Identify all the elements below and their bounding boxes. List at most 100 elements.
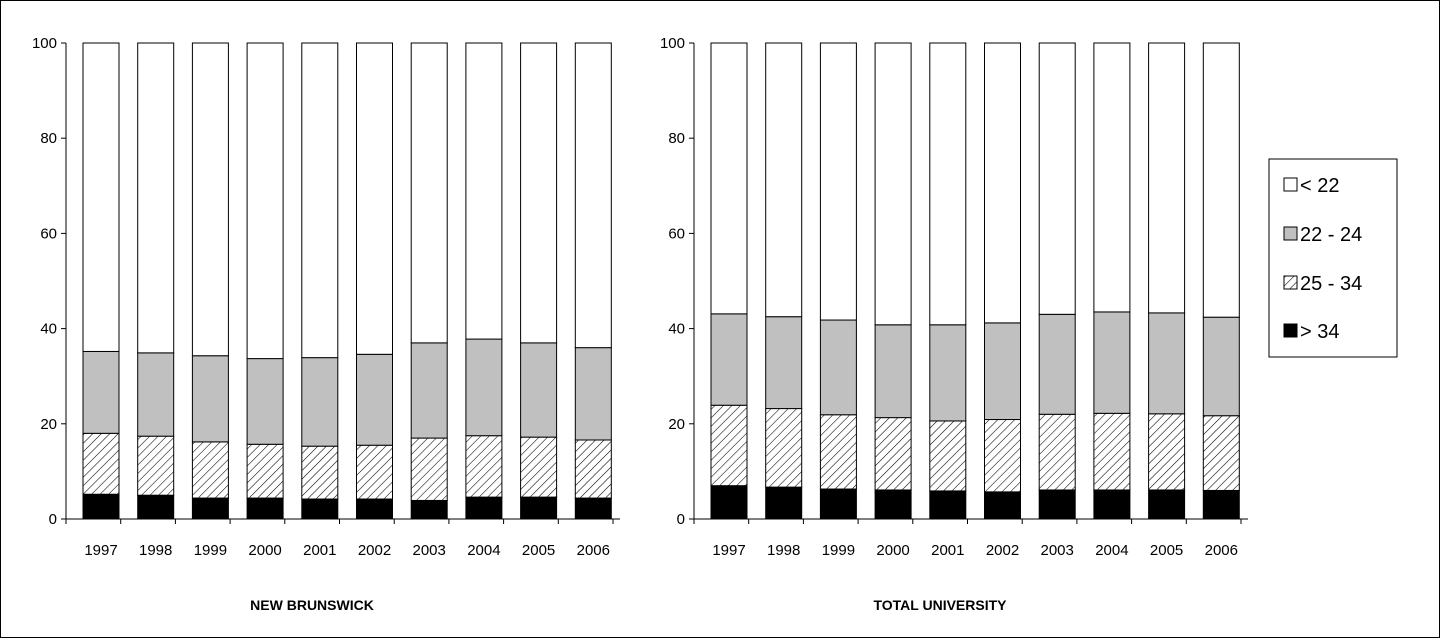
x-tick-label: 2003 (413, 542, 446, 559)
bar-segment (929, 490, 967, 520)
bar-segment (874, 324, 912, 419)
y-tick-label: 100 (32, 35, 57, 52)
y-tick-label: 100 (660, 35, 685, 52)
x-tick-label: 1997 (84, 542, 117, 559)
bar-segment (819, 414, 857, 490)
bar-segment (710, 404, 748, 487)
legend-label-25to34: 25 - 34 (1300, 273, 1362, 295)
bar-segment (765, 408, 803, 488)
x-tick-label: 2001 (931, 542, 964, 559)
bar-segment (137, 352, 175, 437)
bar-segment (356, 42, 393, 355)
bar-segment (984, 42, 1021, 324)
bar-segment (137, 42, 175, 354)
bar-segment (1148, 413, 1186, 491)
x-tick-label: 2002 (358, 542, 391, 559)
bar-segment (1202, 316, 1240, 417)
bar-segment (1148, 312, 1186, 415)
legend-label-gt34: > 34 (1300, 321, 1339, 343)
bar-segment (191, 497, 229, 520)
y-tick-label: 80 (40, 130, 57, 147)
y-tick-label: 80 (668, 130, 685, 147)
bar-segment (137, 494, 175, 520)
bar-segment (520, 342, 558, 438)
legend-swatch-lt22 (1283, 177, 1298, 192)
bar-segment (929, 42, 967, 326)
y-tick-label: 0 (49, 511, 57, 528)
x-tick-label: 2000 (876, 542, 909, 559)
bar-segment (520, 42, 558, 344)
x-tick-label: 2000 (248, 542, 281, 559)
bar-segment (1038, 313, 1076, 415)
bar-segment (1148, 489, 1186, 520)
bar-segment (82, 350, 120, 434)
bar-segment (356, 353, 393, 446)
x-tick-label: 2003 (1041, 542, 1074, 559)
bar-segment (82, 432, 120, 495)
chart-title: TOTAL UNIVERSITY (873, 597, 1007, 613)
x-tick-label: 1997 (712, 542, 745, 559)
x-tick-label: 1999 (822, 542, 855, 559)
bar-segment (191, 355, 229, 443)
bar-segment (410, 42, 448, 344)
y-tick-label: 20 (668, 416, 685, 433)
legend-swatch-25to34 (1283, 275, 1298, 290)
x-tick-label: 1999 (194, 542, 227, 559)
y-tick-label: 60 (40, 225, 57, 242)
bar-segment (1093, 311, 1131, 414)
bar-segment (1202, 489, 1240, 520)
bar-segment (82, 42, 120, 352)
bar-segment (465, 435, 503, 498)
bar-segment (82, 493, 120, 520)
bar-segment (765, 42, 803, 318)
legend-label-22to24: 22 - 24 (1300, 224, 1362, 246)
bar-segment (984, 491, 1021, 520)
y-tick-label: 40 (40, 321, 57, 338)
bar-segment (984, 419, 1021, 493)
bar-segment (1038, 42, 1076, 315)
bar-segment (1093, 412, 1131, 491)
bar-segment (819, 42, 857, 321)
x-tick-label: 1998 (767, 542, 800, 559)
legend-swatch-gt34 (1283, 323, 1298, 338)
x-tick-label: 2005 (522, 542, 555, 559)
bar-segment (520, 436, 558, 498)
bar-segment (520, 496, 558, 520)
legend: < 22 22 - 24 25 - 34 > 34 (1268, 158, 1398, 358)
bar-segment (246, 42, 284, 360)
bar-segment (246, 443, 284, 499)
bar-segment (1093, 489, 1131, 520)
bar-segment (1148, 42, 1186, 314)
bar-segment (710, 42, 748, 315)
bar-segment (410, 437, 448, 501)
bar-segment (246, 358, 284, 445)
bar-segment (410, 499, 448, 520)
bar-segment (465, 42, 503, 340)
legend-label-lt22: < 22 (1300, 175, 1339, 197)
bar-segment (191, 441, 229, 499)
x-tick-label: 1998 (139, 542, 172, 559)
bar-segment (874, 489, 912, 520)
bar-segment (765, 316, 803, 410)
bar-segment (465, 496, 503, 520)
bar-segment (819, 319, 857, 416)
bar-segment (465, 338, 503, 437)
bar-segment (929, 324, 967, 422)
bar-segment (356, 444, 393, 500)
x-tick-label: 2004 (1095, 542, 1128, 559)
x-tick-label: 2006 (1205, 542, 1238, 559)
bar-segment (710, 485, 748, 520)
bar-segment (301, 357, 339, 447)
y-tick-label: 0 (677, 511, 685, 528)
chart-title: NEW BRUNSWICK (250, 597, 374, 613)
bar-segment (1202, 42, 1240, 318)
bar-segment (1038, 489, 1076, 520)
bar-segment (410, 342, 448, 439)
x-tick-label: 2005 (1150, 542, 1183, 559)
bar-segment (765, 486, 803, 520)
bar-segment (574, 439, 612, 499)
bar-segment (1202, 415, 1240, 491)
bar-segment (574, 42, 612, 349)
bar-segment (137, 435, 175, 496)
